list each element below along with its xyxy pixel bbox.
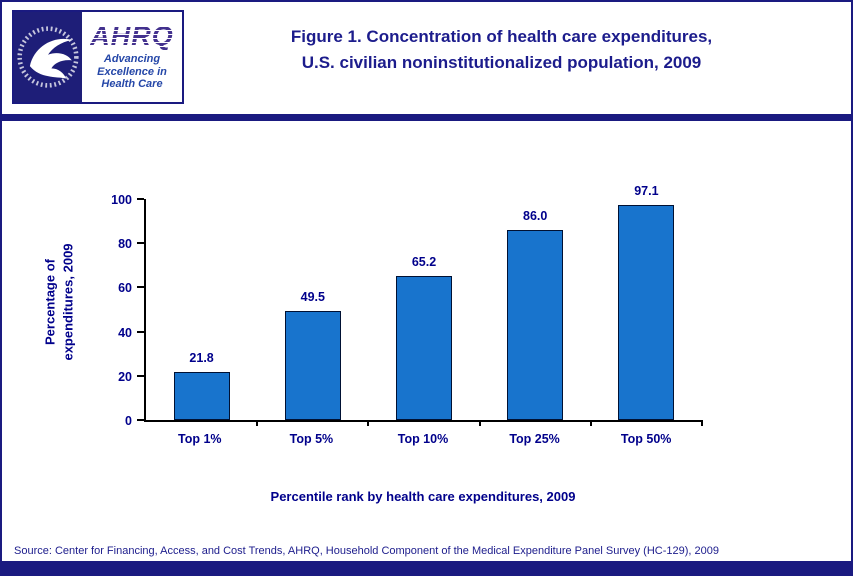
x-tick-label: Top 25% xyxy=(509,432,560,446)
x-axis-category-labels: Top 1% Top 5% Top 10% Top 25% Top 50% xyxy=(144,432,702,446)
ahrq-logo: AHRQ Advancing Excellence in Health Care xyxy=(82,12,182,102)
x-tick-mark xyxy=(478,420,481,426)
bar-slot: 86.0 xyxy=(480,199,591,420)
y-axis-title: Percentage of expenditures, 2009 xyxy=(41,243,76,360)
y-axis-title-line: expenditures, 2009 xyxy=(60,243,75,361)
y-tick-label: 0 xyxy=(125,414,132,428)
header-divider-bar xyxy=(2,114,851,121)
ahrq-tagline-line: Excellence in xyxy=(97,65,167,78)
bar-value-label: 21.8 xyxy=(189,350,214,365)
figure-title: Figure 1. Concentration of health care e… xyxy=(187,24,816,77)
bar-value-label: 86.0 xyxy=(523,208,548,223)
bar-slot: 65.2 xyxy=(368,199,479,420)
source-note: Source: Center for Financing, Access, an… xyxy=(14,545,719,557)
y-tick-label: 40 xyxy=(118,325,132,340)
y-tick-mark xyxy=(137,330,144,333)
y-tick-mark xyxy=(137,286,144,289)
bar-value-label: 65.2 xyxy=(411,254,437,269)
hhs-seal-logo xyxy=(14,12,82,102)
x-tick-mark xyxy=(589,420,592,426)
y-tick-label: 100 xyxy=(111,193,132,207)
x-tick-mark xyxy=(367,420,370,426)
y-tick-label: 20 xyxy=(118,369,132,384)
y-tick-mark xyxy=(137,242,144,245)
y-tick-mark xyxy=(137,198,144,200)
hhs-eagle-icon xyxy=(17,26,79,88)
bar-slot: 49.5 xyxy=(257,199,368,420)
plot-area: 21.8 49.5 65.2 86.0 97.1 0 20 40 60 80 100 xyxy=(111,184,703,428)
bar xyxy=(507,229,564,420)
agency-logo-block: AHRQ Advancing Excellence in Health Care xyxy=(12,10,184,104)
ahrq-acronym: AHRQ xyxy=(90,21,174,52)
figure-title-line-2: U.S. civilian noninstitutionalized popul… xyxy=(301,53,702,73)
ahrq-tagline-line: Health Care xyxy=(101,78,163,91)
y-axis-title-line: Percentage of xyxy=(42,259,58,345)
footer-bar xyxy=(2,561,851,574)
bar xyxy=(284,310,341,420)
figure-title-line-1: Figure 1. Concentration of health care e… xyxy=(290,27,713,46)
y-tick-mark xyxy=(137,374,144,377)
y-tick-mark xyxy=(137,419,144,421)
y-tick-label: 60 xyxy=(118,281,132,296)
x-tick-label: Top 10% xyxy=(397,432,449,446)
bar-value-label: 49.5 xyxy=(300,289,325,304)
x-tick-mark xyxy=(701,420,703,426)
bar xyxy=(396,275,452,420)
y-tick-label: 80 xyxy=(118,237,132,252)
ahrq-tagline: Advancing Excellence in Health Care xyxy=(97,53,167,91)
x-tick-label: Top 5% xyxy=(289,432,334,446)
bar xyxy=(618,205,675,420)
x-tick-label: Top 50% xyxy=(620,432,672,446)
x-axis-title: Percentile rank by health care expenditu… xyxy=(270,489,576,504)
x-tick-label: Top 1% xyxy=(178,432,222,446)
ahrq-tagline-line: Advancing xyxy=(103,53,161,66)
bar-slot: 21.8 xyxy=(146,199,257,420)
x-tick-mark xyxy=(256,420,259,426)
bar-slot: 97.1 xyxy=(591,184,702,420)
bar-value-label: 97.1 xyxy=(634,184,659,199)
bar xyxy=(173,371,230,420)
